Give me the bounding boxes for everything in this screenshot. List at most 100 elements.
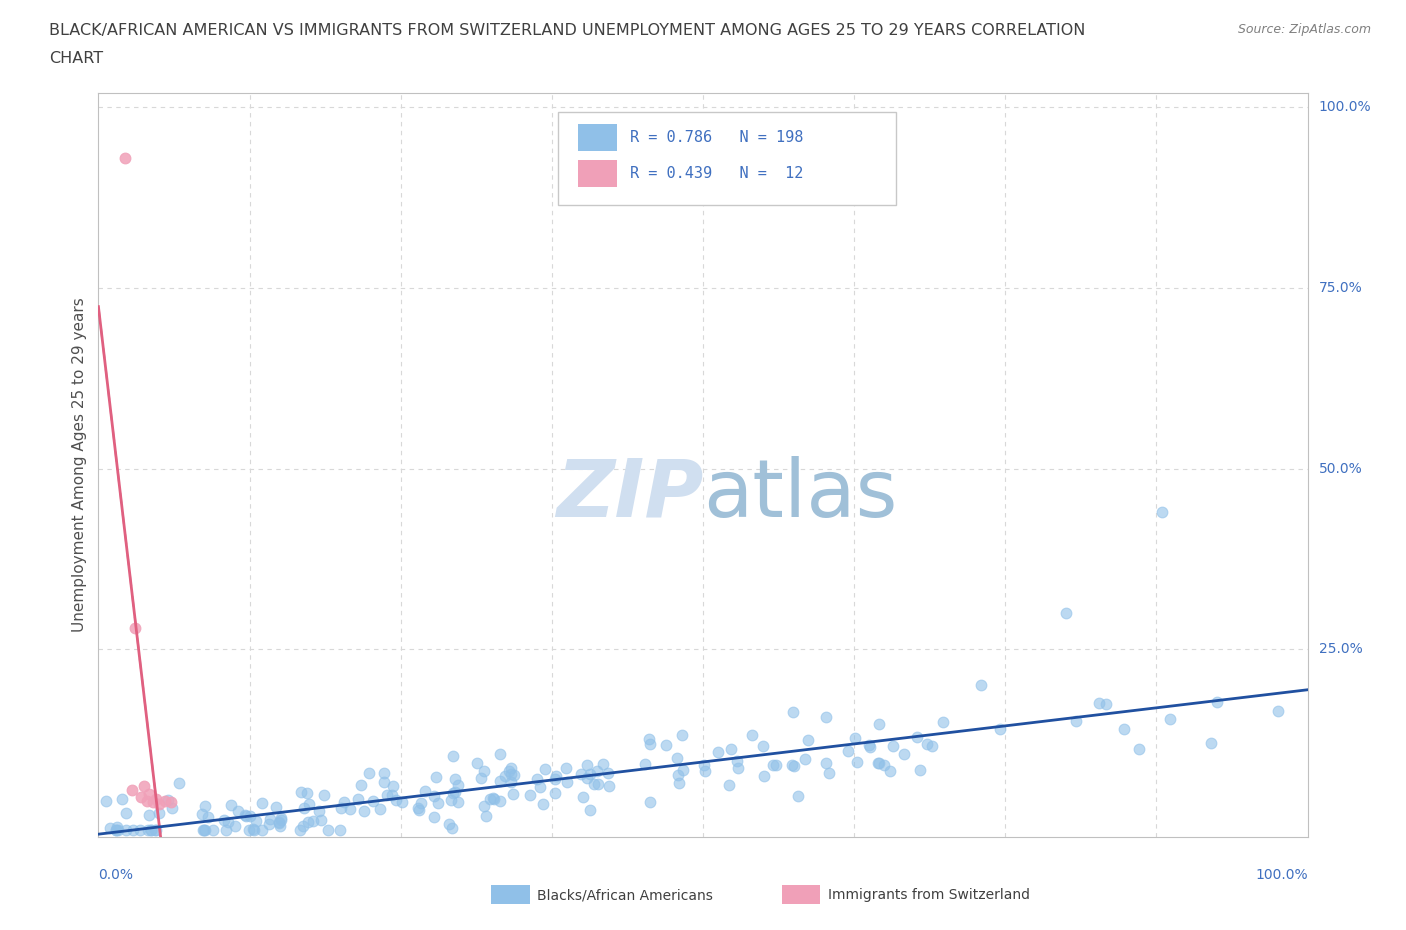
Point xyxy=(297,815,319,830)
Point xyxy=(579,803,602,817)
Point xyxy=(228,804,250,818)
Point xyxy=(502,787,524,802)
Point xyxy=(786,789,808,804)
Point xyxy=(893,747,915,762)
Point xyxy=(235,809,257,824)
Point xyxy=(214,822,236,837)
Point xyxy=(654,737,676,752)
Point xyxy=(488,773,510,788)
Point xyxy=(425,769,447,784)
FancyBboxPatch shape xyxy=(578,160,617,187)
Point xyxy=(239,809,262,824)
Point xyxy=(350,777,373,792)
Point xyxy=(124,620,146,635)
Point xyxy=(309,813,332,828)
Point xyxy=(666,751,689,765)
Point xyxy=(94,793,117,808)
Point xyxy=(212,813,235,828)
Point xyxy=(423,810,446,825)
Point xyxy=(160,795,183,810)
Point xyxy=(1095,697,1118,711)
Point xyxy=(98,821,121,836)
Point xyxy=(298,796,321,811)
Point xyxy=(382,778,405,793)
Point xyxy=(148,797,170,812)
Point xyxy=(569,766,592,781)
Point xyxy=(858,737,880,752)
Point xyxy=(385,793,408,808)
Point xyxy=(470,771,492,786)
Text: Blacks/African Americans: Blacks/African Americans xyxy=(537,888,713,902)
Point xyxy=(1152,504,1174,519)
Point xyxy=(381,788,404,803)
Point xyxy=(921,738,943,753)
Point xyxy=(269,814,291,829)
Point xyxy=(529,779,551,794)
Point xyxy=(368,802,391,817)
Text: 25.0%: 25.0% xyxy=(1319,643,1362,657)
Point xyxy=(488,794,510,809)
Point xyxy=(531,796,554,811)
FancyBboxPatch shape xyxy=(558,112,897,205)
Point xyxy=(259,811,281,826)
Point xyxy=(908,763,931,777)
Text: 50.0%: 50.0% xyxy=(1319,461,1362,475)
Point xyxy=(129,790,152,804)
Point xyxy=(238,822,260,837)
Point xyxy=(1199,736,1222,751)
Point xyxy=(219,797,242,812)
Point xyxy=(544,785,567,800)
Point xyxy=(783,758,806,773)
Point xyxy=(720,742,742,757)
Point xyxy=(312,788,335,803)
Point xyxy=(752,768,775,783)
Point xyxy=(586,777,609,791)
Point xyxy=(411,795,433,810)
Point xyxy=(526,771,548,786)
Point xyxy=(107,822,129,837)
Point xyxy=(467,755,489,770)
Point xyxy=(725,753,748,768)
Point xyxy=(717,777,740,792)
Text: BLACK/AFRICAN AMERICAN VS IMMIGRANTS FROM SWITZERLAND UNEMPLOYMENT AMONG AGES 25: BLACK/AFRICAN AMERICAN VS IMMIGRANTS FRO… xyxy=(49,23,1085,38)
Point xyxy=(233,807,256,822)
Point xyxy=(915,737,938,751)
Point xyxy=(145,792,167,807)
Text: 0.0%: 0.0% xyxy=(98,868,134,882)
Point xyxy=(837,744,859,759)
Text: 100.0%: 100.0% xyxy=(1256,868,1308,882)
Point xyxy=(441,749,464,764)
Point xyxy=(105,819,128,834)
Point xyxy=(135,793,157,808)
Point xyxy=(408,803,430,817)
Point xyxy=(148,805,170,820)
Text: 100.0%: 100.0% xyxy=(1319,100,1371,114)
FancyBboxPatch shape xyxy=(578,125,617,151)
Point xyxy=(846,755,869,770)
Point xyxy=(446,777,468,792)
Text: CHART: CHART xyxy=(49,51,103,66)
Point xyxy=(259,817,281,831)
Point xyxy=(576,771,599,786)
Point xyxy=(474,809,496,824)
Point xyxy=(441,820,464,835)
Point xyxy=(671,727,693,742)
Point xyxy=(441,786,464,801)
Point xyxy=(292,818,315,833)
Point xyxy=(375,788,398,803)
Point xyxy=(250,795,273,810)
Point xyxy=(1054,605,1077,620)
Point xyxy=(844,730,866,745)
Point xyxy=(138,807,160,822)
Point xyxy=(245,814,267,829)
Point xyxy=(329,801,352,816)
Point xyxy=(782,704,804,719)
Text: ZIP: ZIP xyxy=(555,456,703,534)
Point xyxy=(191,807,214,822)
Point xyxy=(122,822,145,837)
Point xyxy=(145,822,167,837)
Point xyxy=(408,801,430,816)
Point xyxy=(413,783,436,798)
Point xyxy=(638,795,661,810)
Point xyxy=(814,710,837,724)
